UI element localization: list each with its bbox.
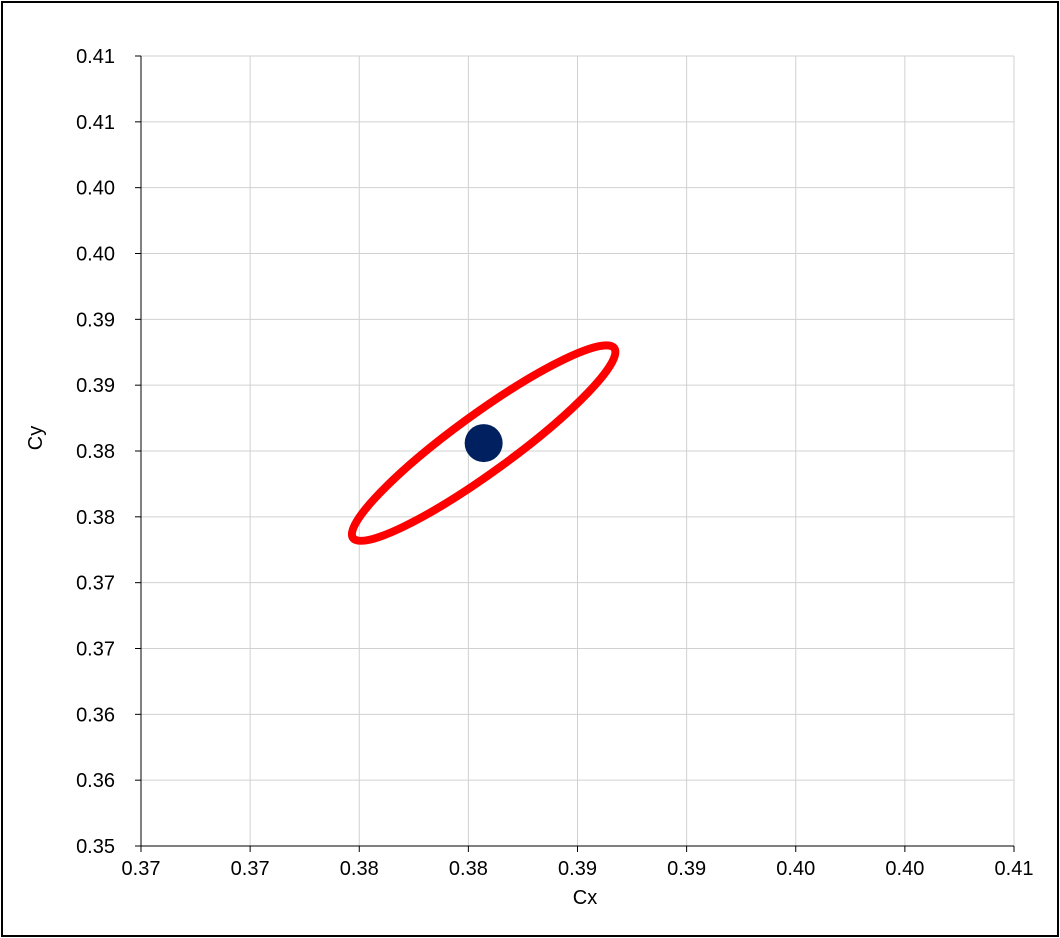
- y-tick-label: 0.36: [76, 704, 115, 726]
- y-tick-label: 0.40: [76, 178, 115, 200]
- y-tick-labels: 0.35 0.36 0.36 0.37 0.37 0.38 0.38 0.39 0.39 0.40…: [76, 46, 115, 858]
- axes: [135, 55, 1015, 852]
- center-point: [464, 424, 503, 463]
- y-tick-label: 0.35: [76, 836, 115, 858]
- y-tick-label: 0.41: [76, 46, 115, 68]
- y-tick-label: 0.39: [76, 309, 115, 331]
- y-tick-label: 0.36: [76, 770, 115, 792]
- y-tick-label: 0.40: [76, 244, 115, 266]
- x-tick-label: 0.37: [122, 858, 161, 880]
- y-tick-label: 0.37: [76, 639, 115, 661]
- y-tick-label: 0.37: [76, 573, 115, 595]
- x-tick-label: 0.40: [776, 858, 815, 880]
- x-tick-label: 0.40: [885, 858, 924, 880]
- y-tick-label: 0.38: [76, 441, 115, 463]
- x-tick-label: 0.39: [667, 858, 706, 880]
- x-tick-label: 0.38: [449, 858, 488, 880]
- confidence-ellipse: [347, 341, 620, 545]
- x-tick-labels: 0.37 0.37 0.38 0.38 0.39 0.39 0.40 0.40 0.41: [122, 858, 1034, 880]
- x-tick-label: 0.39: [558, 858, 597, 880]
- x-tick-label: 0.37: [231, 858, 270, 880]
- y-axis-title: Cy: [25, 426, 47, 450]
- x-tick-label: 0.38: [340, 858, 379, 880]
- y-tick-label: 0.38: [76, 507, 115, 529]
- grid: [141, 55, 1015, 846]
- chart-marks: [347, 341, 620, 545]
- y-tick-label: 0.39: [76, 375, 115, 397]
- y-tick-label: 0.41: [76, 112, 115, 134]
- x-axis-title: Cx: [573, 887, 597, 909]
- x-tick-label: 0.41: [995, 858, 1034, 880]
